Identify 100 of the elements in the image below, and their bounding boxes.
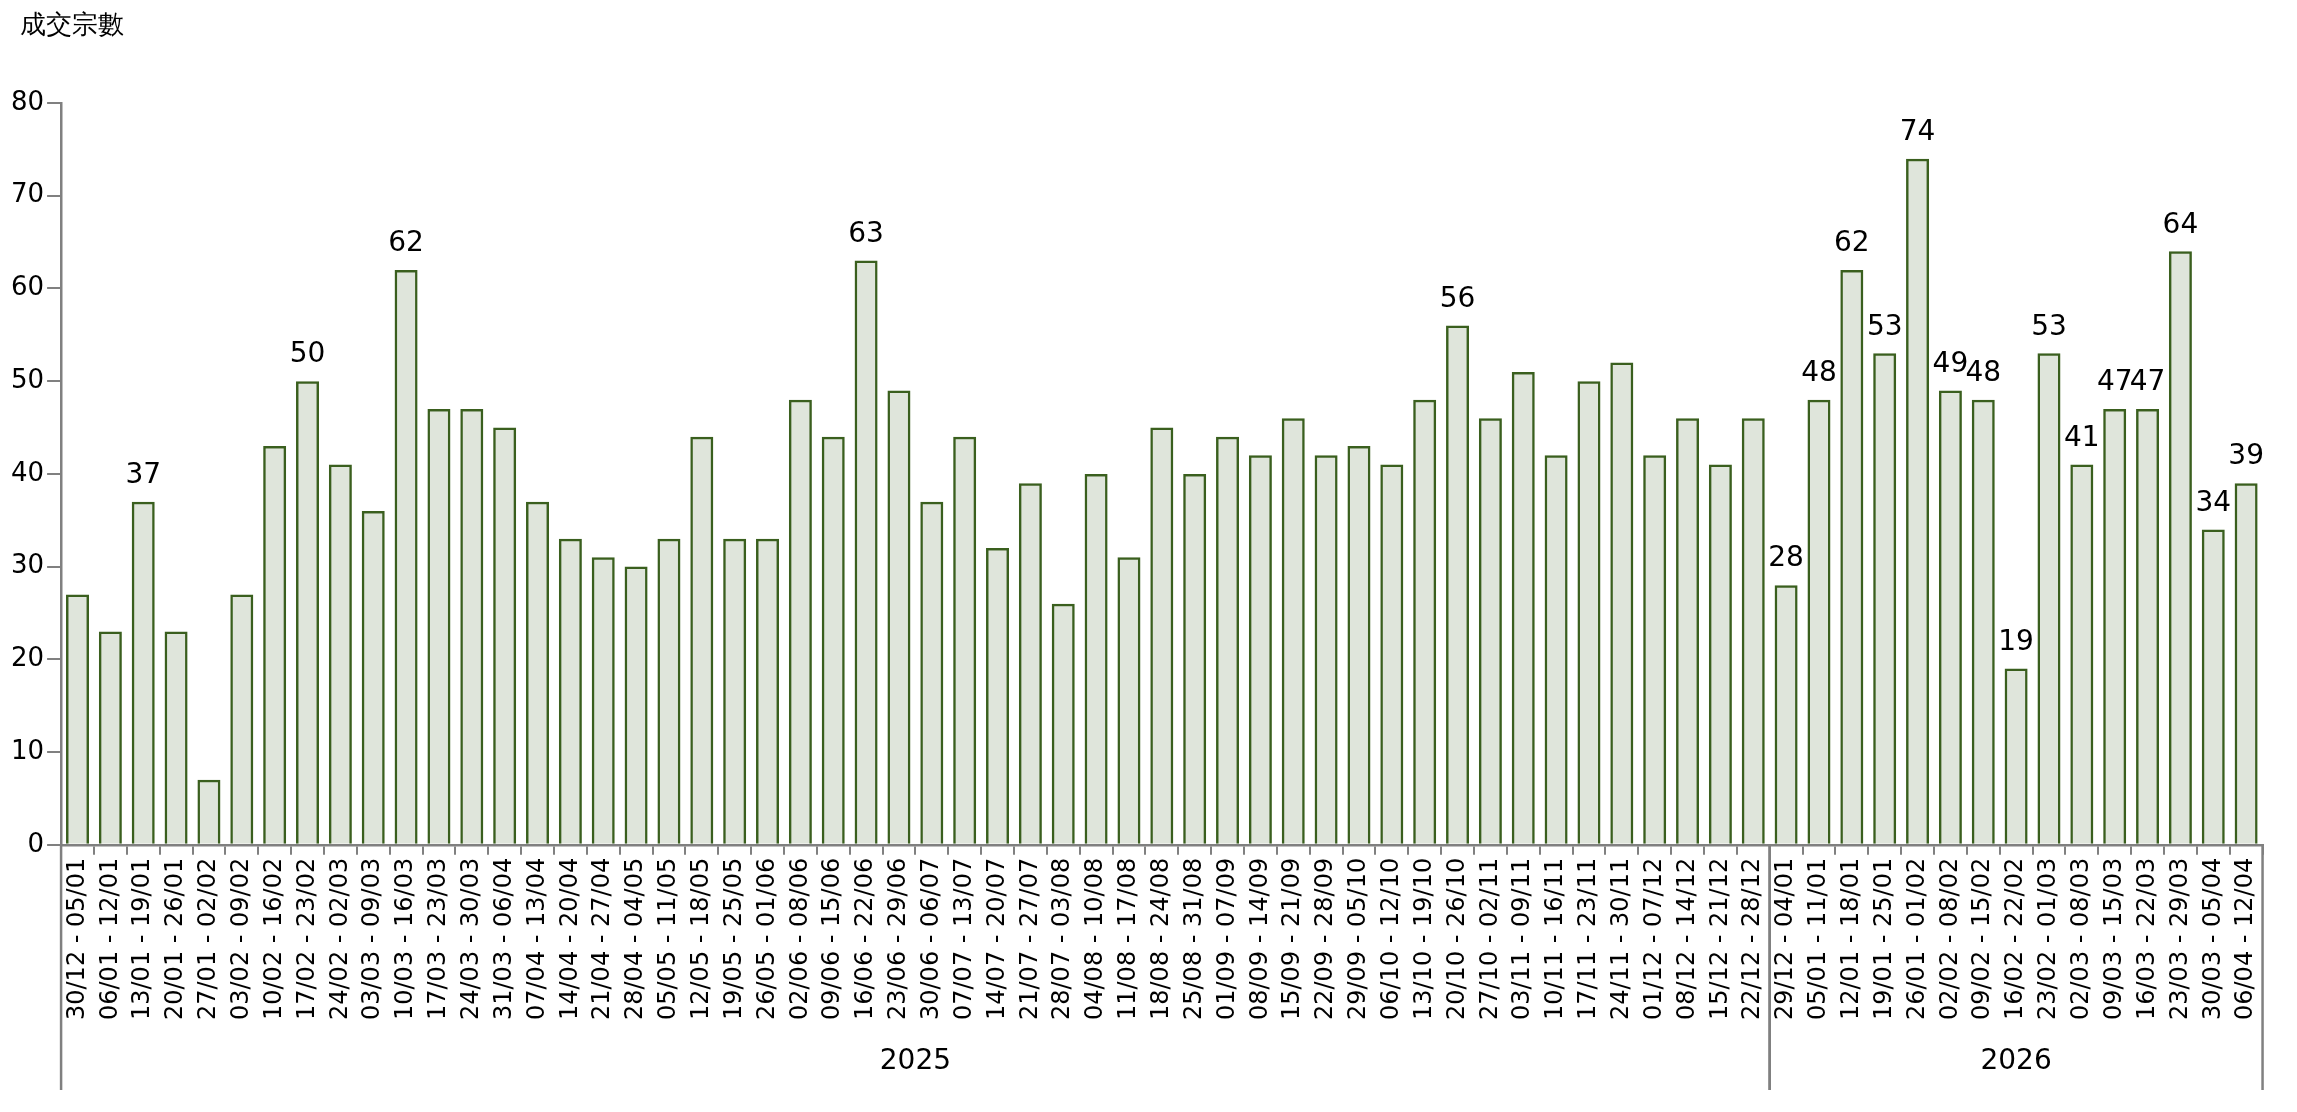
x-tick-label: 20/01 - 26/01	[160, 857, 189, 1020]
x-tick-label: 06/01 - 12/01	[94, 857, 123, 1020]
x-tick-label: 23/02 - 01/03	[2033, 857, 2062, 1020]
bar	[1150, 427, 1174, 844]
y-tick-label: 50	[10, 363, 45, 394]
data-label: 53	[2031, 308, 2067, 342]
x-tick-label: 27/10 - 02/11	[1474, 857, 1503, 1020]
bar	[756, 538, 780, 844]
y-tick-label: 40	[10, 456, 45, 487]
x-tick-label: 06/04 - 12/04	[2230, 857, 2259, 1020]
text: 2025	[879, 1043, 952, 1077]
bar	[624, 566, 648, 844]
bar	[2136, 408, 2160, 844]
x-tick-label: 14/04 - 20/04	[554, 857, 583, 1020]
bar	[1380, 464, 1404, 844]
x-tick-label: 12/01 - 18/01	[1836, 857, 1865, 1020]
x-tick-label: 20/10 - 26/10	[1441, 857, 1470, 1020]
x-tick-label: 12/05 - 18/05	[686, 857, 715, 1020]
bar	[66, 594, 90, 844]
y-tick-label: 30	[10, 549, 45, 580]
x-tick-label: 05/05 - 11/05	[653, 857, 682, 1020]
bar	[131, 501, 155, 844]
y-tick-label: 80	[10, 85, 45, 116]
bar	[2103, 408, 2127, 844]
bar	[591, 557, 615, 844]
bar	[2037, 353, 2061, 844]
bar	[1971, 399, 1995, 844]
data-label: 28	[1768, 540, 1804, 574]
x-tick-label: 06/10 - 12/10	[1376, 857, 1405, 1020]
x-tick-label: 30/06 - 06/07	[916, 857, 945, 1020]
x-tick-label: 25/08 - 31/08	[1178, 857, 1207, 1020]
bar	[197, 779, 221, 844]
bar	[427, 408, 451, 844]
data-label: 50	[289, 336, 326, 370]
x-tick-label: 21/07 - 27/07	[1014, 857, 1043, 1020]
bar	[1216, 436, 1240, 844]
bar	[1248, 455, 1272, 844]
x-tick-label: 17/03 - 23/03	[423, 857, 452, 1020]
y-tick-label: 0	[27, 827, 45, 858]
x-tick-label: 15/09 - 21/09	[1277, 857, 1306, 1020]
y-tick-label: 70	[10, 178, 45, 209]
data-label: 39	[2228, 438, 2264, 472]
x-tick-label: 28/04 - 04/05	[620, 857, 649, 1020]
x-tick-label: 29/12 - 04/01	[1770, 857, 1799, 1020]
bar	[723, 538, 747, 844]
bar	[2201, 529, 2225, 844]
x-tick-label: 24/02 - 02/03	[324, 857, 353, 1020]
x-tick-label: 27/01 - 02/02	[193, 857, 222, 1020]
x-tick-label: 24/03 - 30/03	[456, 857, 485, 1020]
bar	[1906, 158, 1930, 844]
x-tick-label: 23/03 - 29/03	[2164, 857, 2193, 1020]
x-tick-label: 07/07 - 13/07	[948, 857, 977, 1020]
data-label: 62	[1834, 225, 1870, 259]
x-tick-label: 05/01 - 11/01	[1803, 857, 1832, 1020]
x-tick-label: 29/09 - 05/10	[1343, 857, 1372, 1020]
x-tick-label: 26/01 - 01/02	[1901, 857, 1930, 1020]
x-tick-label: 02/02 - 08/02	[1934, 857, 1963, 1020]
bar	[230, 594, 254, 844]
data-label: 37	[125, 456, 162, 490]
bar	[1676, 418, 1700, 844]
bar	[1314, 455, 1338, 844]
data-label: 41	[2064, 419, 2100, 453]
x-tick-label: 31/03 - 06/04	[488, 857, 517, 1020]
data-label: 62	[388, 225, 424, 259]
bar	[394, 269, 418, 844]
x-tick-label: 16/06 - 22/06	[850, 857, 879, 1020]
x-tick-label: 10/02 - 16/02	[258, 857, 287, 1020]
x-tick-label: 17/11 - 23/11	[1573, 857, 1602, 1020]
x-tick-label: 21/04 - 27/04	[587, 857, 616, 1020]
bar	[2168, 251, 2192, 844]
x-tick-label: 24/11 - 30/11	[1606, 857, 1635, 1020]
y-tick-label: 20	[10, 642, 45, 673]
x-tick-label: 30/03 - 05/04	[2197, 857, 2226, 1020]
bar	[1840, 269, 1864, 844]
x-tick-label: 03/03 - 09/03	[357, 857, 386, 1020]
bar	[1084, 473, 1108, 844]
bar	[296, 381, 320, 844]
x-tick-label: 30/12 - 05/01	[61, 857, 90, 1020]
x-tick-label: 10/11 - 16/11	[1540, 857, 1569, 1020]
data-label: 56	[1439, 280, 1476, 314]
data-label: 53	[1866, 308, 1903, 342]
data-label: 34	[2195, 484, 2232, 518]
bar	[821, 436, 845, 844]
x-tick-label: 19/05 - 25/05	[718, 857, 747, 1020]
bar	[558, 538, 582, 844]
bar	[1577, 381, 1601, 844]
x-tick-label: 03/11 - 09/11	[1507, 857, 1536, 1020]
x-tick-label: 14/07 - 20/07	[981, 857, 1010, 1020]
bar	[2070, 464, 2094, 844]
bar	[1117, 557, 1141, 844]
x-tick-label: 22/09 - 28/09	[1310, 857, 1339, 1020]
x-tick-label: 13/10 - 19/10	[1408, 857, 1437, 1020]
bar	[1544, 455, 1568, 844]
x-tick-label: 10/03 - 16/03	[390, 857, 419, 1020]
x-tick-label: 18/08 - 24/08	[1146, 857, 1175, 1020]
x-tick-label: 09/06 - 15/06	[817, 857, 846, 1020]
bar	[1873, 353, 1897, 844]
x-tick-label: 09/03 - 15/03	[2098, 857, 2127, 1020]
bar	[1708, 464, 1732, 844]
x-tick-label: 08/12 - 14/12	[1671, 857, 1700, 1020]
